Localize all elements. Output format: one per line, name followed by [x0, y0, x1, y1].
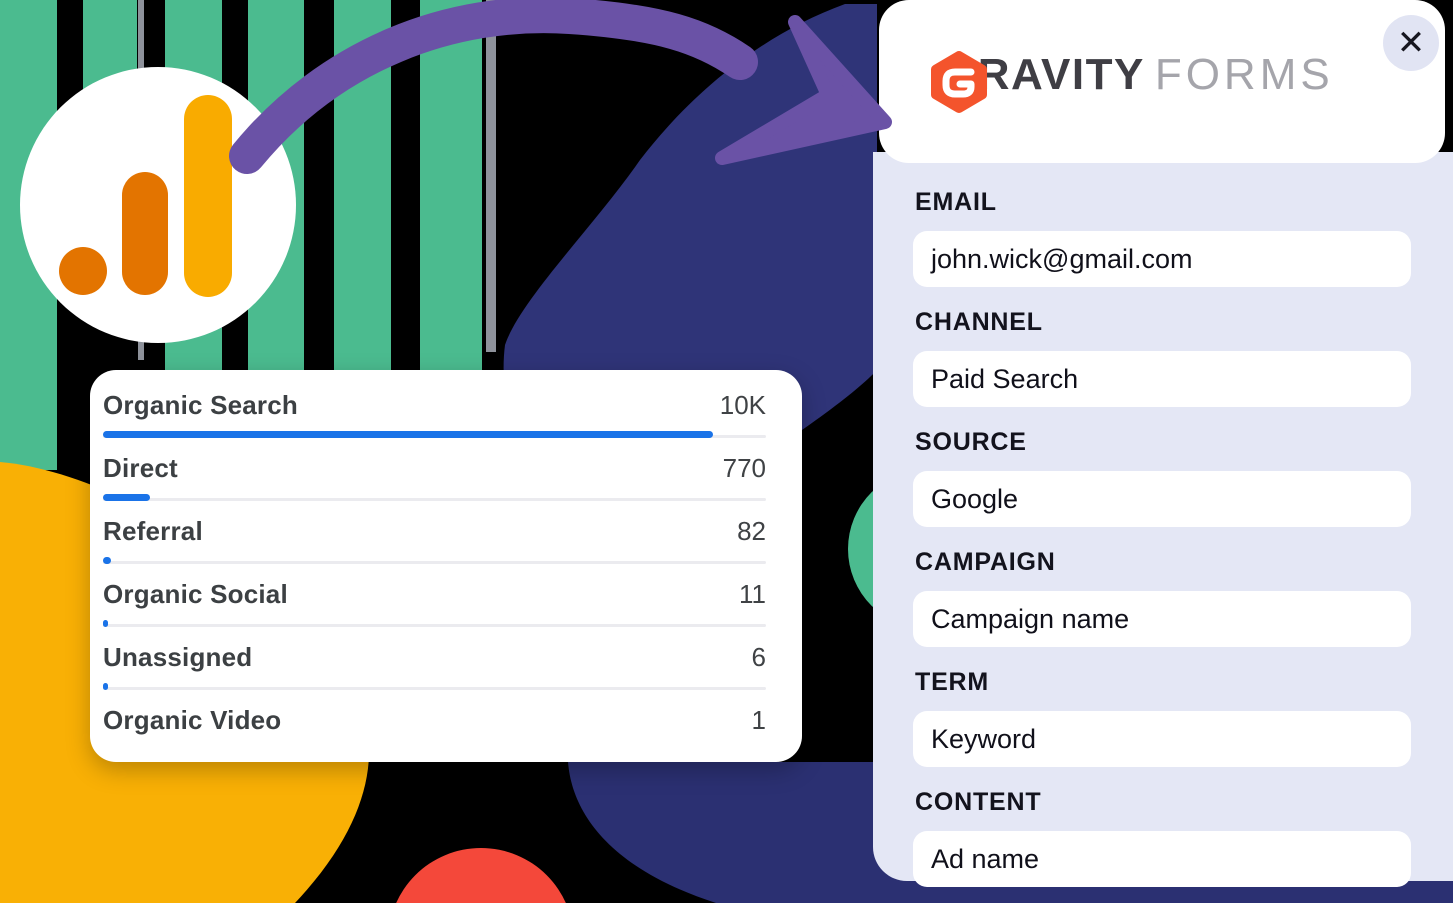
ga-mid-bar [122, 172, 168, 295]
wordmark-forms: FORMS [1154, 50, 1334, 99]
channel-row: Organic Video 1 [103, 692, 766, 755]
channel-value: 6 [751, 642, 766, 672]
channel-row: Organic Social 11 [103, 566, 766, 629]
channel-row: Organic Search 10K [103, 377, 766, 440]
field-input[interactable]: Google [913, 471, 1411, 527]
field-input[interactable]: john.wick@gmail.com [913, 231, 1411, 287]
form-field-group: SOURCE Google [913, 428, 1411, 527]
field-input[interactable]: Keyword [913, 711, 1411, 767]
close-icon: ✕ [1396, 24, 1426, 62]
gravity-forms-fields: EMAIL john.wick@gmail.com CHANNEL Paid S… [873, 163, 1453, 903]
channel-label: Referral [103, 516, 203, 546]
field-label: CAMPAIGN [915, 548, 1056, 576]
channel-bar-track [103, 431, 766, 438]
ga-tall-bar [184, 95, 232, 297]
channel-label: Direct [103, 453, 178, 483]
channel-bar-track [103, 557, 766, 564]
field-input[interactable]: Ad name [913, 831, 1411, 887]
gravity-forms-brand: GRAVITY FORMS [928, 50, 1334, 113]
channel-label: Organic Social [103, 579, 288, 609]
gray-bar [486, 0, 496, 352]
google-analytics-logo [20, 67, 296, 343]
channel-value: 10K [719, 390, 766, 420]
channel-bar-fill [103, 494, 151, 501]
channel-bar-track [103, 494, 766, 501]
field-label: CHANNEL [915, 308, 1043, 336]
form-field-group: CONTENT Ad name [913, 788, 1411, 887]
channel-label: Organic Video [103, 705, 282, 735]
form-field-group: CAMPAIGN Campaign name [913, 548, 1411, 647]
green-bar [334, 0, 391, 372]
channel-bar-fill [103, 557, 111, 564]
green-bar [420, 0, 482, 372]
ga-dot [59, 247, 107, 295]
field-label: EMAIL [915, 188, 997, 216]
gravity-forms-header: GRAVITY FORMS [879, 0, 1445, 163]
channel-bar-fill [103, 683, 109, 690]
gravity-forms-icon [931, 51, 987, 113]
field-label: TERM [915, 668, 990, 696]
gravity-g-glyph [942, 68, 975, 98]
channel-label: Unassigned [103, 642, 253, 672]
channel-bar-track [103, 683, 766, 690]
form-field-group: EMAIL john.wick@gmail.com [913, 188, 1411, 287]
channel-label: Organic Search [103, 390, 298, 420]
close-button[interactable]: ✕ [1383, 15, 1439, 71]
channel-value: 770 [722, 453, 766, 483]
channel-bar-track [103, 620, 766, 627]
channel-value: 11 [739, 579, 766, 609]
channel-bar-fill [103, 620, 109, 627]
field-label: CONTENT [915, 788, 1042, 816]
channel-value: 82 [737, 516, 766, 546]
analytics-channels-card: Organic Search 10K Direct 770 [90, 370, 802, 762]
form-field-group: CHANNEL Paid Search [913, 308, 1411, 407]
field-input[interactable]: Paid Search [913, 351, 1411, 407]
red-circle [396, 848, 566, 903]
gravity-forms-wordmark: GRAVITY FORMS [942, 50, 1334, 100]
channel-value: 1 [751, 705, 766, 735]
channel-row: Unassigned 6 [103, 629, 766, 692]
field-label: SOURCE [915, 428, 1027, 456]
channel-row: Referral 82 [103, 503, 766, 566]
channel-row: Direct 770 [103, 440, 766, 503]
channel-bar-fill [103, 431, 713, 438]
form-field-group: TERM Keyword [913, 668, 1411, 767]
field-input[interactable]: Campaign name [913, 591, 1411, 647]
